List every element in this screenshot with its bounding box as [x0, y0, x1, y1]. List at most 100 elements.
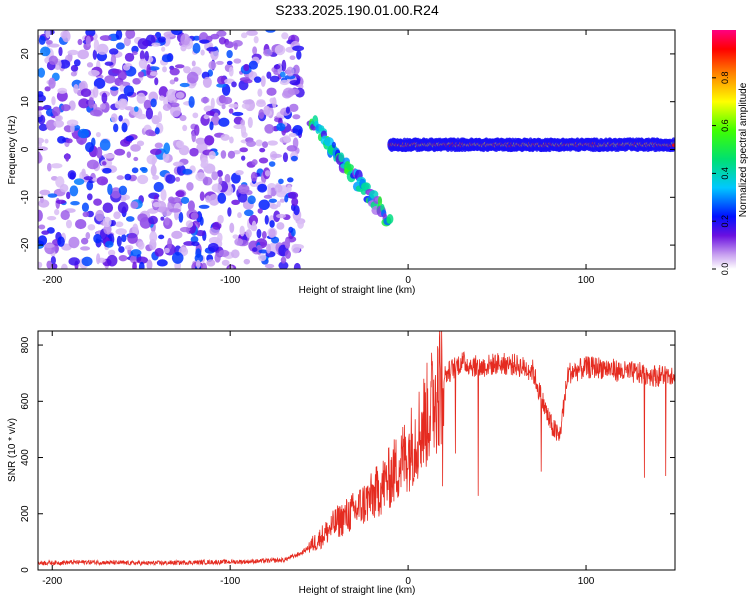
heatmap-cell — [169, 208, 181, 213]
heatmap-cell — [230, 172, 241, 184]
heatmap-cell — [167, 196, 175, 204]
heatmap-cell — [226, 49, 233, 59]
heatmap-cell — [182, 124, 188, 132]
heatmap-cell — [75, 218, 87, 230]
heatmap-cell — [149, 71, 158, 77]
heatmap-cell — [287, 191, 299, 199]
heatmap-cell — [80, 246, 91, 251]
spectrogram-y-tick-label: 20 — [20, 48, 31, 60]
colorbar-gradient — [712, 30, 736, 269]
heatmap-cell — [284, 74, 296, 80]
heatmap-cell — [386, 214, 394, 225]
heatmap-cell — [154, 247, 164, 257]
heatmap-cell — [143, 99, 152, 110]
heatmap-cell — [115, 228, 127, 235]
heatmap-cell — [136, 256, 149, 264]
spectrogram-y-tick-label: -20 — [20, 237, 31, 252]
heatmap-cell — [120, 98, 128, 109]
heatmap-cell — [54, 114, 63, 122]
heatmap-cell — [44, 86, 51, 92]
heatmap-cell — [261, 231, 267, 239]
heatmap-cell — [38, 106, 45, 111]
heatmap-cell — [229, 222, 235, 234]
heatmap-cell — [78, 98, 90, 109]
heatmap-cell — [152, 175, 160, 181]
heatmap-cell — [125, 216, 135, 222]
heatmap-cell — [144, 50, 149, 62]
heatmap-cell — [38, 67, 46, 78]
heatmap-cell — [213, 112, 219, 119]
heatmap-cell — [65, 138, 73, 144]
heatmap-cell — [218, 117, 230, 127]
heatmap-cell — [149, 231, 158, 243]
heatmap-cell — [137, 174, 149, 185]
heatmap-cell — [87, 224, 96, 231]
heatmap-cell — [131, 51, 138, 56]
heatmap-cell — [118, 185, 128, 196]
spectrogram-x-ticks: -200 -100 0 100 — [42, 30, 595, 286]
heatmap-cell — [166, 88, 178, 101]
heatmap-cell — [161, 46, 166, 52]
heatmap-cell — [150, 148, 162, 155]
heatmap-cell — [205, 110, 216, 116]
heatmap-cell — [202, 76, 212, 88]
heatmap-cell — [217, 214, 224, 224]
heatmap-cell — [194, 253, 204, 263]
heatmap-cell — [107, 183, 113, 196]
heatmap-cell — [86, 159, 99, 170]
heatmap-cell — [189, 147, 199, 157]
heatmap-cell — [118, 115, 123, 122]
heatmap-cell — [278, 178, 284, 185]
heatmap-cell — [95, 209, 105, 222]
heatmap-cell — [118, 254, 128, 262]
heatmap-cell — [185, 220, 194, 228]
heatmap-cell — [279, 198, 286, 203]
heatmap-cell — [122, 64, 131, 71]
heatmap-cell — [231, 81, 237, 88]
heatmap-cell — [110, 113, 118, 123]
heatmap-cell — [158, 95, 165, 101]
heatmap-cell — [115, 221, 124, 228]
heatmap-cell — [88, 97, 95, 109]
heatmap-cell — [190, 212, 199, 220]
heatmap-cell — [268, 228, 276, 238]
heatmap-cell — [188, 96, 195, 108]
heatmap-cell — [138, 58, 148, 69]
heatmap-cell — [239, 147, 248, 153]
heatmap-cell — [212, 221, 222, 230]
snr-y-ticks: 0 200 400 600 800 — [20, 336, 675, 573]
heatmap-cell — [227, 150, 236, 159]
colorbar-ticks: 0.0 0.2 0.4 0.6 0.8 — [712, 72, 730, 275]
heatmap-cell — [264, 124, 275, 134]
heatmap-cell — [119, 84, 124, 92]
heatmap-cell — [214, 252, 221, 263]
heatmap-cell — [263, 194, 273, 199]
heatmap-cell — [286, 184, 292, 194]
heatmap-cell — [99, 139, 111, 151]
colorbar: 0.0 0.2 0.4 0.6 0.8 Normalized spectral ampl… — [712, 30, 749, 275]
heatmap-cell — [137, 71, 145, 78]
heatmap-cell — [216, 83, 227, 88]
heatmap-cell — [148, 208, 156, 214]
heatmap-cell — [265, 30, 276, 33]
heatmap-cell — [93, 198, 102, 206]
heatmap-cell — [270, 153, 283, 159]
heatmap-cell — [146, 259, 153, 269]
heatmap-cell — [220, 150, 227, 159]
heatmap-cell — [130, 201, 139, 209]
heatmap-cell — [245, 229, 252, 238]
heatmap-cell — [38, 235, 48, 246]
heatmap-cell — [286, 145, 298, 152]
heatmap-cell — [172, 161, 184, 167]
heatmap-cell — [139, 50, 145, 61]
heatmap-cell — [106, 254, 118, 267]
snr-y-tick-label: 800 — [20, 336, 31, 353]
heatmap-cell — [268, 161, 276, 167]
heatmap-cell — [125, 30, 136, 39]
heatmap-cell — [217, 75, 227, 85]
heatmap-cell — [169, 102, 180, 108]
heatmap-cell — [292, 125, 303, 136]
heatmap-cell — [44, 243, 55, 249]
heatmap-cell — [217, 192, 227, 204]
heatmap-cell — [259, 147, 266, 153]
